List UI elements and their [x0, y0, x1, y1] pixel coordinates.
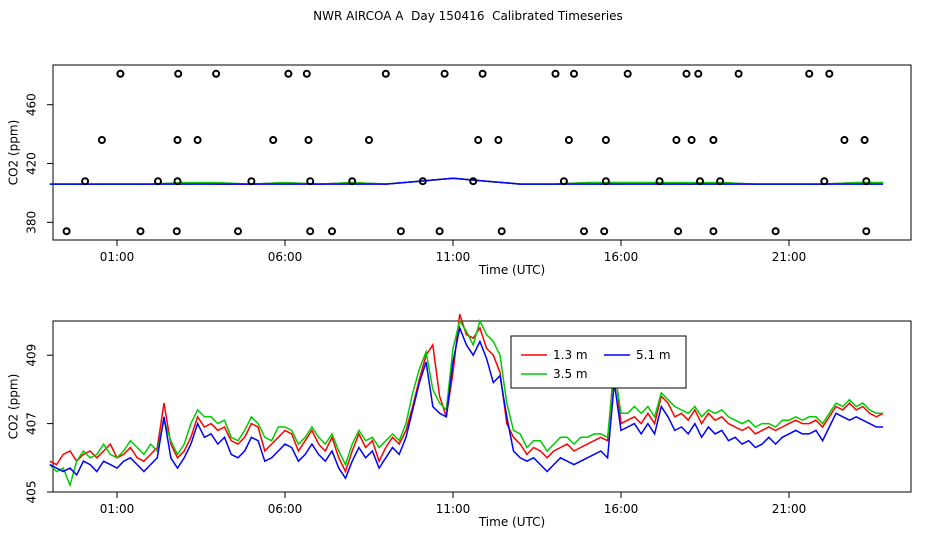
flag-point [601, 177, 610, 186]
flag-point [862, 177, 871, 186]
flag-point [154, 177, 162, 186]
flag-point [601, 136, 610, 144]
x-axis-label: Time (UTC) [478, 263, 545, 277]
flag-point [173, 136, 182, 144]
flag-point [328, 227, 336, 236]
x-tick-label: 11:00 [436, 250, 471, 264]
flag-point [564, 136, 573, 144]
x-tick-label: 16:00 [604, 250, 639, 264]
series-line-51m [49, 325, 884, 480]
flag-point [212, 69, 221, 78]
flag-point [655, 177, 664, 186]
flag-point [494, 136, 503, 144]
x-tick-label: 01:00 [100, 502, 135, 516]
flag-point [469, 177, 478, 186]
flag-point [694, 69, 703, 78]
flag-point [805, 69, 814, 78]
flag-point [672, 136, 681, 144]
flag-point [709, 227, 718, 236]
plot-frame [52, 64, 912, 241]
flag-point [396, 227, 405, 236]
x-tick-label: 06:00 [268, 502, 303, 516]
legend: 1.3 m 5.1 m 3.5 m [510, 335, 687, 389]
flag-point [306, 177, 315, 186]
flag-point [474, 136, 483, 144]
flag-point [234, 227, 242, 236]
y-axis-label: CO2 (ppm) [7, 374, 21, 440]
chart-panel-bottom: 01:00 06:00 11:00 16:00 21:00 405 407 409 Time (… [7, 313, 912, 529]
flag-point [623, 69, 632, 78]
series-line-13m [49, 313, 884, 474]
flag-point [193, 136, 202, 144]
flag-point [580, 227, 588, 236]
flag-point [497, 227, 506, 236]
flag-point [247, 177, 256, 186]
legend-entry: 1.3 m [553, 348, 588, 362]
flag-point [81, 177, 90, 186]
flag-point [687, 136, 696, 144]
x-tick-label: 21:00 [772, 502, 807, 516]
x-axis-label: Time (UTC) [478, 515, 545, 529]
flag-point [771, 227, 780, 236]
flag-point [306, 227, 315, 236]
y-tick-label: 409 [25, 344, 39, 367]
flag-point [304, 136, 313, 144]
flag-point [862, 227, 871, 236]
x-tick-label: 16:00 [604, 502, 639, 516]
flag-point [682, 69, 691, 78]
x-tick-label: 11:00 [436, 502, 471, 516]
flag-point [716, 177, 725, 186]
flag-point [840, 136, 849, 144]
flag-point [302, 69, 311, 78]
flag-point [734, 69, 743, 78]
flag-point [674, 227, 683, 236]
y-tick-label: 380 [25, 211, 39, 234]
y-tick-label: 460 [25, 93, 39, 116]
flag-point [820, 177, 829, 186]
flag-point [860, 136, 869, 144]
flag-point [269, 136, 278, 144]
flag-point [551, 69, 560, 78]
x-tick-label: 01:00 [100, 250, 135, 264]
plot-frame [52, 320, 912, 493]
flag-point [435, 227, 444, 236]
x-tick-label: 21:00 [772, 250, 807, 264]
flag-point [97, 136, 106, 144]
y-tick-label: 405 [25, 481, 39, 504]
chart-panel-top: 01:00 06:00 11:00 16:00 21:00 380 420 460 Time (… [7, 64, 912, 277]
legend-entry: 3.5 m [553, 367, 588, 381]
y-tick-label: 420 [25, 152, 39, 175]
flag-point [174, 69, 183, 78]
page-title: NWR AIRCOA A Day 150416 Calibrated Times… [313, 9, 623, 23]
flag-point [116, 69, 125, 78]
flag-point [173, 177, 182, 186]
x-tick-label: 06:00 [268, 250, 303, 264]
legend-box [510, 335, 687, 389]
series-line-35m [49, 318, 884, 488]
y-tick-label: 407 [25, 412, 39, 435]
flag-point [559, 177, 568, 186]
flag-point [348, 177, 357, 186]
flag-point [600, 227, 609, 236]
flag-point [440, 69, 449, 78]
flag-point [825, 69, 834, 78]
flag-point [418, 177, 427, 186]
flag-point [365, 136, 373, 144]
flag-point [62, 227, 71, 236]
flag-point [709, 136, 718, 144]
flag-point [478, 69, 487, 78]
flag-point [136, 227, 145, 236]
flag-point [381, 69, 390, 78]
flag-point [284, 69, 293, 78]
flag-point [172, 227, 181, 236]
y-axis-label: CO2 (ppm) [7, 120, 21, 186]
flag-point [570, 69, 578, 78]
flag-point [696, 177, 704, 186]
legend-entry: 5.1 m [636, 348, 671, 362]
